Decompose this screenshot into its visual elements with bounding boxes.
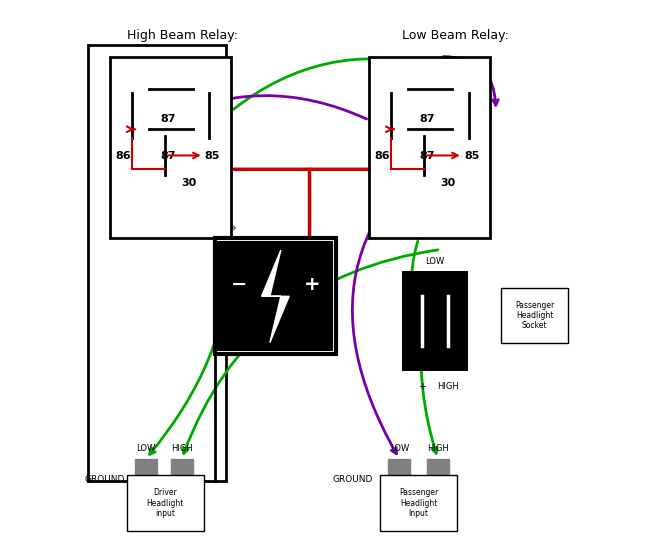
Bar [427,459,449,486]
Text: HIGH: HIGH [427,444,449,453]
Bar [215,238,336,354]
Bar [369,57,491,238]
Text: »: » [230,223,237,233]
Text: 87: 87 [419,151,435,161]
Bar [88,45,226,481]
Text: LOW: LOW [136,444,155,453]
Text: LOW: LOW [425,257,445,266]
Bar [388,459,411,486]
Text: LOW: LOW [390,444,409,453]
Text: 87: 87 [160,114,175,124]
Text: HIGH: HIGH [437,382,460,391]
Bar [218,241,333,351]
Bar [135,459,157,486]
Bar [126,475,204,531]
Text: 85: 85 [205,151,220,161]
Bar [171,459,193,486]
Text: 85: 85 [464,151,479,161]
Polygon shape [261,250,289,342]
Bar [380,475,457,531]
Text: GROUND: GROUND [84,475,125,484]
Bar [110,57,231,238]
Text: GROUND: GROUND [333,475,373,484]
Bar [501,288,568,343]
Text: High Beam Relay:: High Beam Relay: [126,29,237,42]
Text: +: + [418,382,426,392]
Text: Passenger
Headlight
Input: Passenger Headlight Input [399,488,438,518]
Text: HIGH: HIGH [171,444,193,453]
Text: Driver
Headlight
input: Driver Headlight input [146,488,184,518]
Text: −: − [230,275,247,294]
Text: +: + [304,275,320,294]
Text: 30: 30 [441,177,456,187]
Text: 87: 87 [419,114,435,124]
Bar [402,271,468,371]
Text: 86: 86 [116,151,131,161]
Text: 30: 30 [181,177,197,187]
Text: 86: 86 [374,151,390,161]
Text: Passenger
Headlight
Socket: Passenger Headlight Socket [515,301,554,331]
Text: 87: 87 [160,151,175,161]
Text: Low Beam Relay:: Low Beam Relay: [402,29,509,42]
